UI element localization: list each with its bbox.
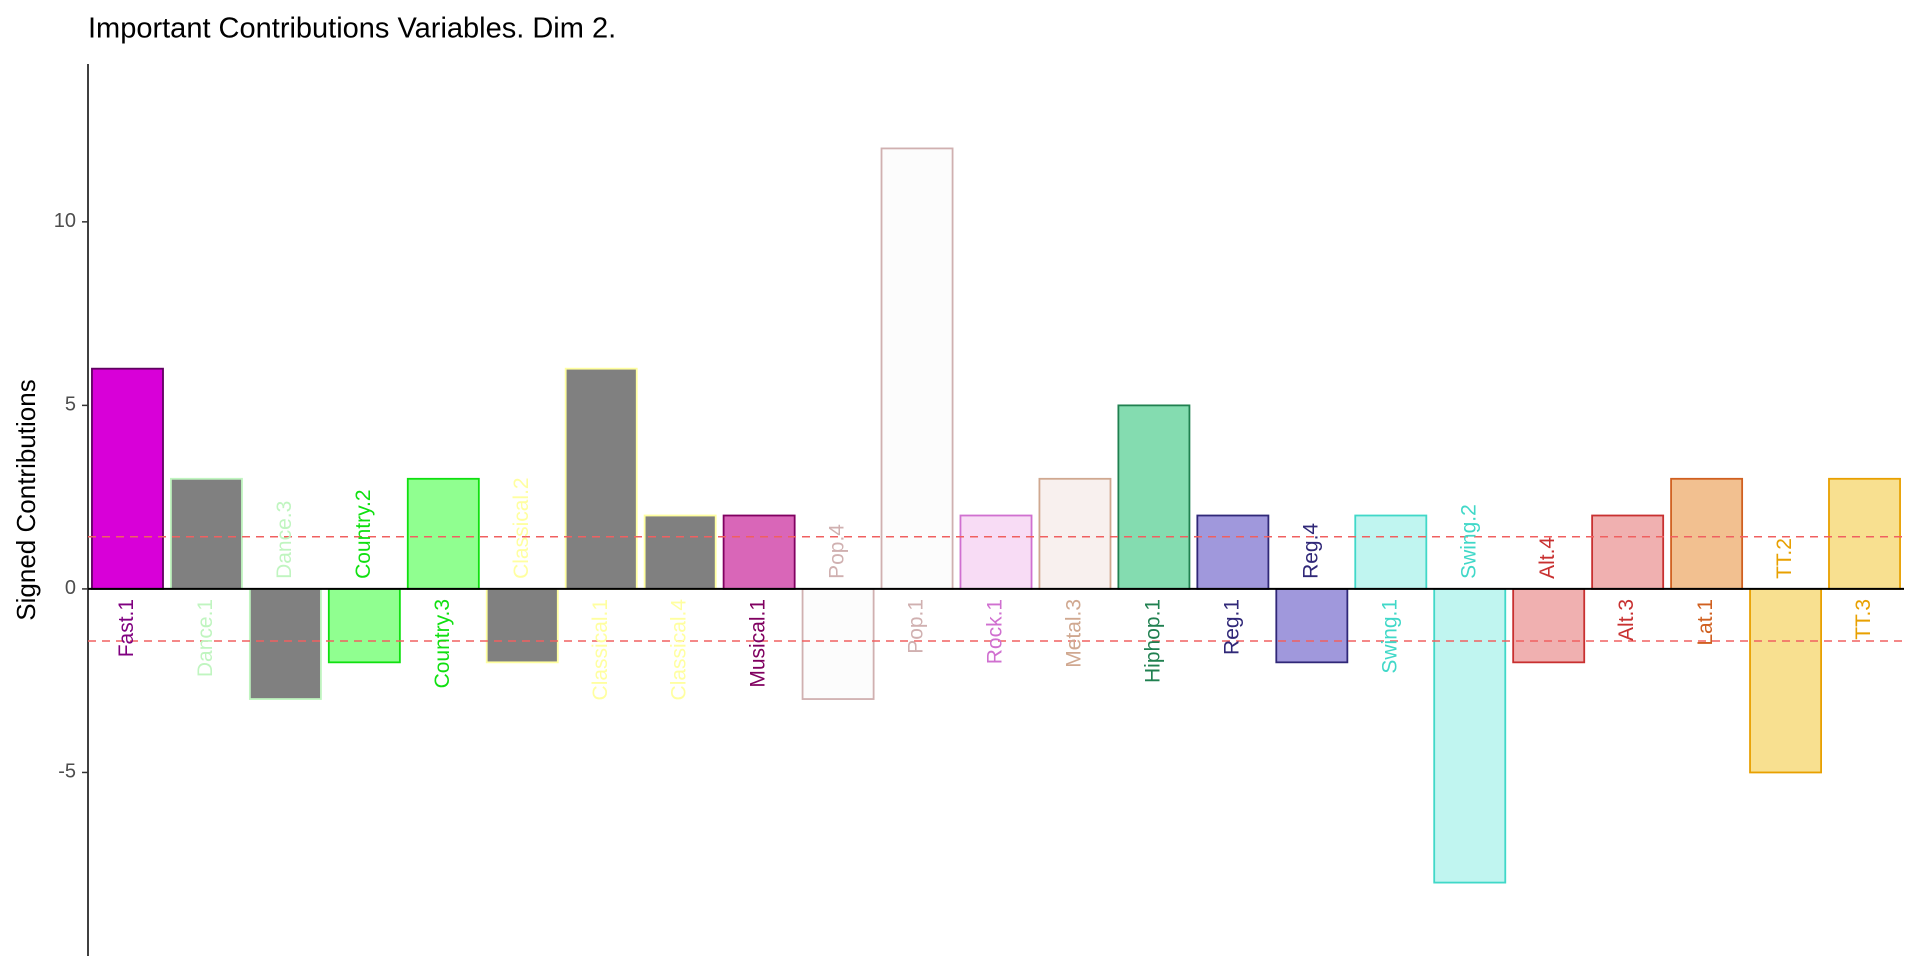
bar-label: Reg.1 <box>1220 599 1243 655</box>
bar-label: Alt.4 <box>1536 537 1559 579</box>
bar-label: Reg.4 <box>1299 523 1322 579</box>
bar <box>1038 477 1112 590</box>
bar-label: Rock.1 <box>984 599 1007 664</box>
y-tick-label: 5 <box>65 394 76 416</box>
bar <box>564 367 638 590</box>
bar <box>801 588 875 700</box>
bar-label: TT.3 <box>1852 599 1875 640</box>
y-axis-label: Signed Contributions <box>11 379 41 620</box>
bar-label: Country.3 <box>431 599 454 689</box>
y-tick-label: 0 <box>65 577 76 599</box>
bar <box>880 147 954 590</box>
y-tick-label: -5 <box>58 761 76 783</box>
bar-label: TT.2 <box>1773 538 1796 579</box>
bar <box>91 367 164 590</box>
bar-label: Musical.1 <box>747 599 770 688</box>
bar-label: Swing.1 <box>1378 599 1401 674</box>
bar <box>1749 588 1822 774</box>
bar <box>406 477 480 590</box>
bar-label: Classical.2 <box>510 477 533 579</box>
bar <box>485 588 559 664</box>
bar <box>1512 588 1586 664</box>
bar <box>643 514 717 590</box>
bar <box>1591 514 1665 590</box>
bar <box>1275 588 1349 664</box>
bar-label: Hiphop.1 <box>1141 599 1164 683</box>
bar <box>959 514 1033 590</box>
bar-label: Dance.3 <box>273 501 296 579</box>
bar <box>1670 477 1744 590</box>
bar-label: Classical.1 <box>589 599 612 701</box>
bar <box>170 477 243 590</box>
bar <box>1354 514 1428 590</box>
bar-label: Alt.3 <box>1615 599 1638 641</box>
bar-label: Pop.1 <box>905 599 928 654</box>
bar-label: Fast.1 <box>115 599 138 657</box>
chart-title: Important Contributions Variables. Dim 2… <box>88 13 616 45</box>
bar <box>1196 514 1270 590</box>
bar <box>248 588 322 700</box>
bar-label: Pop.4 <box>826 524 849 579</box>
bar-label: Classical.4 <box>668 599 691 701</box>
bar <box>1117 404 1191 590</box>
bar <box>1433 588 1507 884</box>
y-tick-label: 10 <box>54 210 76 232</box>
bar <box>722 514 796 590</box>
bar-label: Swing.2 <box>1457 504 1480 579</box>
bar-label: Country.2 <box>352 489 375 579</box>
bar-label: Lat.1 <box>1694 599 1717 646</box>
bar <box>327 588 401 664</box>
bar-label: Metal.3 <box>1063 599 1086 668</box>
bar <box>1828 477 1901 590</box>
bar-label: Dance.1 <box>194 599 217 677</box>
